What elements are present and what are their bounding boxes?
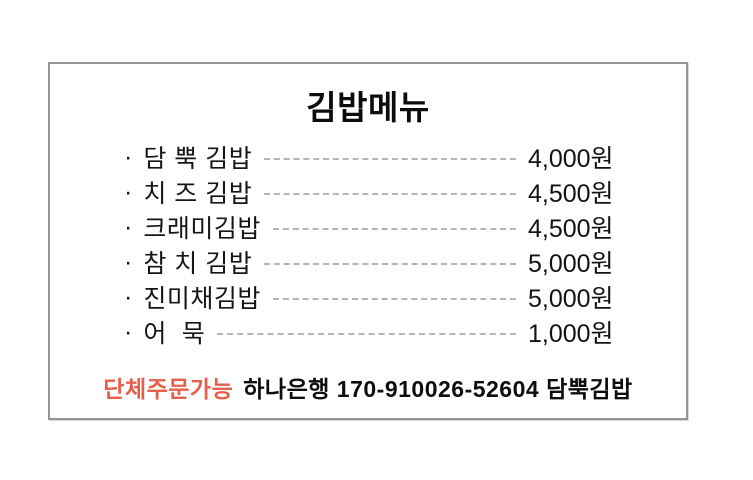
bullet-dot-icon: · — [124, 142, 133, 171]
bullet-dot-icon: · — [124, 317, 133, 346]
bullet-dot-icon: · — [124, 212, 133, 241]
menu-list: · 담 뿍 김밥 4,000원 · 치 즈 김밥 4,500원 · 크래미김밥 … — [50, 140, 686, 350]
menu-item-name: 담 뿍 김밥 — [143, 145, 253, 174]
bullet-dot-icon: · — [124, 177, 133, 206]
menu-item-name: 크래미김밥 — [143, 215, 261, 244]
footer-note: 단체주문가능 하나은행 170-910026-52604 담뿍김밥 — [50, 370, 686, 404]
menu-item-row: · 크래미김밥 4,500원 — [124, 210, 622, 245]
bullet-dot-icon: · — [124, 282, 133, 311]
menu-title: 김밥메뉴 — [306, 89, 430, 126]
dotted-leader-line — [264, 263, 516, 266]
menu-item-row: · 어 묵 1,000원 — [124, 315, 622, 350]
menu-item-name: 진미채김밥 — [143, 285, 261, 314]
menu-item-price: 5,000원 — [528, 250, 614, 279]
menu-item-price: 4,500원 — [528, 180, 614, 209]
bullet-dot-icon: · — [124, 247, 133, 276]
menu-item-price: 1,000원 — [528, 320, 614, 349]
menu-item-row: · 진미채김밥 5,000원 — [124, 280, 622, 315]
menu-card: 김밥메뉴 · 담 뿍 김밥 4,000원 · 치 즈 김밥 4,500원 · 크… — [48, 62, 688, 420]
menu-item-row: · 담 뿍 김밥 4,000원 — [124, 140, 622, 175]
menu-item-price: 4,500원 — [528, 215, 614, 244]
dotted-leader-line — [272, 298, 516, 301]
menu-item-row: · 참 치 김밥 5,000원 — [124, 245, 622, 280]
menu-item-price: 5,000원 — [528, 285, 614, 314]
menu-item-row: · 치 즈 김밥 4,500원 — [124, 175, 622, 210]
dotted-leader-line — [264, 193, 516, 196]
menu-item-name: 참 치 김밥 — [143, 250, 253, 279]
dotted-leader-line — [217, 333, 516, 336]
group-order-label: 단체주문가능 — [103, 375, 234, 402]
menu-item-name: 치 즈 김밥 — [143, 180, 253, 209]
dotted-leader-line — [264, 158, 516, 161]
menu-item-name: 어 묵 — [143, 320, 206, 349]
dotted-leader-line — [272, 228, 516, 231]
menu-item-price: 4,000원 — [528, 145, 614, 174]
bank-account-info: 하나은행 170-910026-52604 담뿍김밥 — [243, 375, 633, 402]
